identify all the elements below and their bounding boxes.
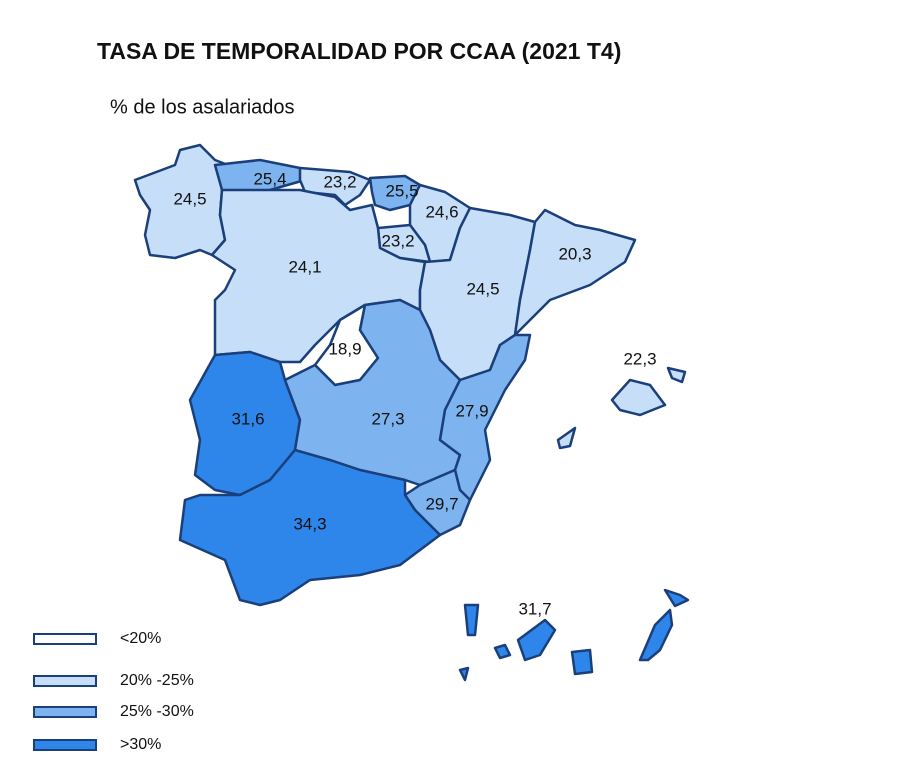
value-label: 31,7 bbox=[518, 599, 551, 618]
value-label: 25,5 bbox=[385, 181, 418, 200]
value-label: 31,6 bbox=[231, 409, 264, 428]
legend-swatch bbox=[33, 739, 97, 751]
value-label: 34,3 bbox=[293, 514, 326, 533]
value-label: 18,9 bbox=[328, 339, 361, 358]
value-label: 22,3 bbox=[623, 349, 656, 368]
legend-label: 20% -25% bbox=[120, 672, 194, 689]
value-label: 23,2 bbox=[323, 172, 356, 191]
value-label: 24,5 bbox=[173, 189, 206, 208]
title: TASA DE TEMPORALIDAD POR CCAA (2021 T4) bbox=[97, 38, 621, 64]
region bbox=[438, 333, 532, 502]
legend-label: <20% bbox=[120, 630, 161, 647]
value-label: 27,9 bbox=[455, 401, 488, 420]
value-label: 29,7 bbox=[425, 494, 458, 513]
region bbox=[513, 208, 637, 337]
region bbox=[368, 174, 422, 212]
legend-label: >30% bbox=[120, 736, 161, 753]
legend-swatch bbox=[33, 633, 97, 645]
legend-swatch bbox=[33, 706, 97, 718]
value-label: 24,6 bbox=[425, 202, 458, 221]
value-label: 23,2 bbox=[381, 231, 414, 250]
region bbox=[178, 448, 442, 607]
value-label: 24,5 bbox=[466, 279, 499, 298]
region bbox=[556, 366, 687, 450]
value-label: 24,1 bbox=[288, 257, 321, 276]
value-label: 20,3 bbox=[558, 244, 591, 263]
region bbox=[458, 588, 690, 682]
value-label: 25,4 bbox=[253, 169, 286, 188]
value-label: 27,3 bbox=[371, 409, 404, 428]
legend-label: 25% -30% bbox=[120, 703, 194, 720]
legend-swatch bbox=[33, 675, 97, 687]
subtitle: % de los asalariados bbox=[110, 96, 295, 118]
